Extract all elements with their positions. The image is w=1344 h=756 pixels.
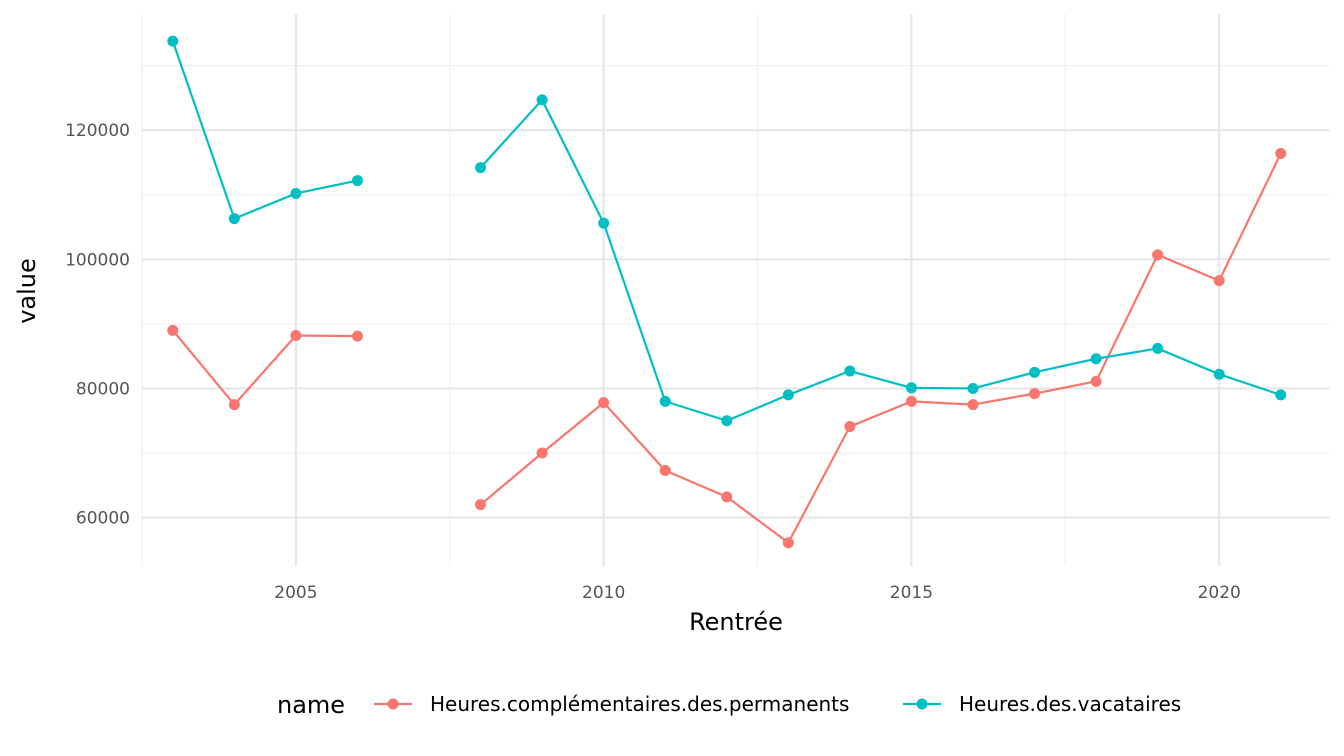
legend-label-vacataires: Heures.des.vacataires [959, 692, 1181, 716]
x-axis-title: Rentrée [689, 608, 783, 636]
x-tick-label: 2010 [582, 583, 625, 603]
y-axis-ticks: 60000 80000 100000 120000 [65, 121, 130, 528]
legend-label-permanents: Heures.complémentaires.des.permanents [430, 692, 849, 716]
grid-minor [141, 14, 1330, 566]
data-point-permanents [1029, 388, 1041, 400]
legend-item-permanents: Heures.complémentaires.des.permanents [374, 692, 849, 716]
data-point-permanents [1090, 375, 1102, 387]
data-point-vacataires [1275, 389, 1287, 401]
series-line-permanents [479, 152, 1282, 544]
series-line-vacataires [171, 40, 358, 220]
data-point-vacataires [475, 162, 487, 174]
y-tick-label: 100000 [65, 250, 130, 270]
data-point-permanents [1152, 249, 1164, 261]
x-tick-label: 2015 [890, 583, 933, 603]
data-point-vacataires [167, 35, 179, 47]
data-point-vacataires [905, 382, 917, 394]
legend-key-point-vacataires [916, 698, 928, 710]
data-point-vacataires [598, 217, 610, 229]
series-layer [167, 35, 1287, 549]
data-point-permanents [598, 397, 610, 409]
x-tick-label: 2005 [274, 583, 317, 603]
data-point-permanents [844, 421, 856, 433]
data-point-vacataires [1029, 366, 1041, 378]
data-point-permanents [905, 395, 917, 407]
data-point-vacataires [290, 187, 302, 199]
grid-major [142, 14, 1330, 566]
data-point-vacataires [1090, 353, 1102, 365]
x-tick-label: 2020 [1198, 583, 1241, 603]
data-point-vacataires [1213, 368, 1225, 380]
y-tick-label: 80000 [76, 379, 130, 399]
data-point-permanents [1213, 275, 1225, 287]
legend-key-point-permanents [387, 698, 399, 710]
data-point-permanents [1275, 147, 1287, 159]
y-tick-label: 60000 [76, 509, 130, 529]
legend-item-vacataires: Heures.des.vacataires [903, 692, 1181, 716]
data-point-vacataires [1152, 342, 1164, 354]
data-point-permanents [659, 464, 671, 476]
data-point-permanents [167, 324, 179, 336]
data-point-vacataires [721, 415, 733, 427]
series-line-permanents [171, 329, 358, 406]
data-point-vacataires [659, 395, 671, 407]
data-point-permanents [351, 330, 363, 342]
data-point-vacataires [782, 389, 794, 401]
data-point-vacataires [844, 365, 856, 377]
data-point-vacataires [351, 175, 363, 187]
series-line-vacataires [479, 98, 1282, 422]
data-point-vacataires [967, 382, 979, 394]
data-point-permanents [536, 447, 548, 459]
legend: name Heures.complémentaires.des.permanen… [277, 691, 1181, 719]
data-point-permanents [228, 399, 240, 411]
y-axis-title: value [13, 258, 41, 324]
data-point-permanents [967, 399, 979, 411]
x-axis-ticks: 2005 2010 2015 2020 [274, 583, 1241, 603]
data-point-vacataires [536, 94, 548, 106]
y-tick-label: 120000 [65, 121, 130, 141]
data-point-permanents [290, 330, 302, 342]
series-vacataires [167, 35, 1287, 427]
data-point-vacataires [228, 213, 240, 225]
data-point-permanents [782, 537, 794, 549]
legend-title: name [277, 691, 345, 719]
data-point-permanents [721, 491, 733, 503]
data-point-permanents [475, 499, 487, 511]
series-permanents [167, 147, 1287, 549]
